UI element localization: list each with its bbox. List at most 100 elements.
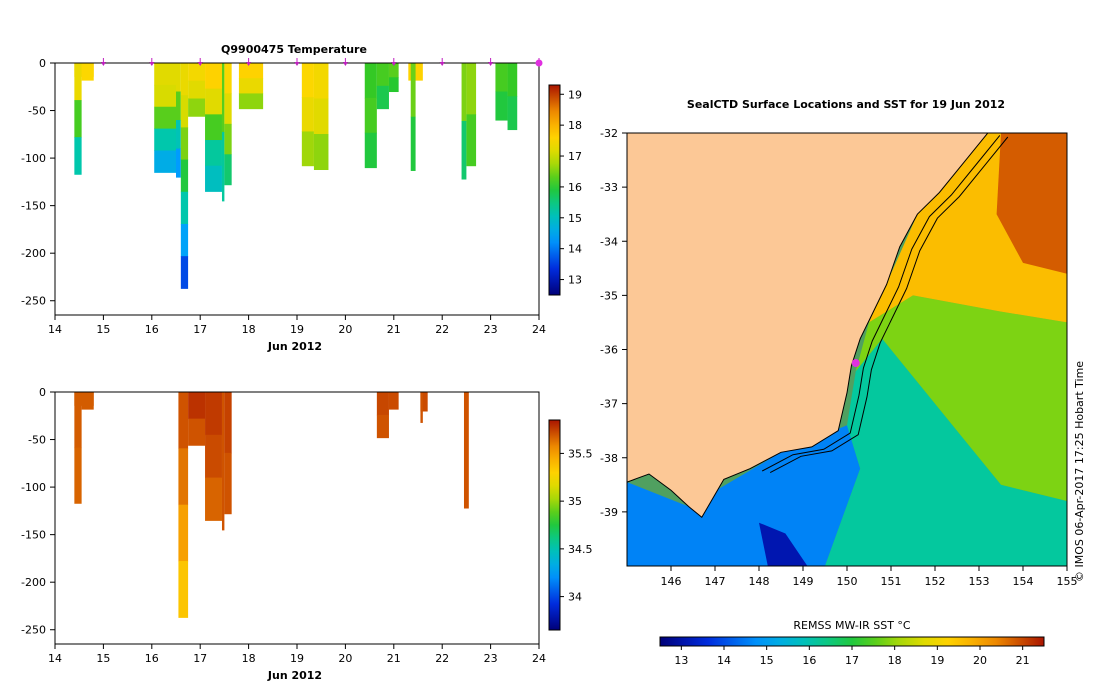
surfacing-markers [100,58,543,67]
x-tick-label: 24 [532,323,546,336]
lon-tick-label: 154 [1013,575,1034,588]
profile-cell [466,63,477,115]
lat-tick-label: -38 [600,452,618,465]
x-tick-label: 23 [484,652,498,665]
profile-cell [154,150,176,173]
profile-cell [238,93,264,110]
salinity-profiles [74,392,469,618]
lon-tick-label: 152 [925,575,946,588]
profile-cell [188,63,206,82]
sst-zone [627,425,861,566]
lon-tick-label: 151 [881,575,902,588]
x-tick-label: 17 [193,323,207,336]
lon-tick-label: 147 [705,575,726,588]
sst-colorbar-tick-label: 17 [845,654,859,667]
salinity-colorbar-ticks: 34 34.5 35 35.5 [560,447,593,604]
profile-cell [224,63,232,94]
profile-cell [301,97,314,132]
sst-colorbar [659,636,1045,647]
profile-cell [180,63,189,96]
profile-cell [495,63,508,93]
salinity-x-axis: 14 15 16 17 18 19 20 21 22 23 24 [48,644,546,665]
lat-tick-label: -37 [600,398,618,411]
lat-tick-label: -39 [600,506,618,519]
colorbar-tick-label: 35 [568,495,582,508]
colorbar-tick-label: 13 [568,274,582,287]
profile-cell [221,131,225,202]
profile-cell [176,148,181,178]
y-tick-label: -100 [21,481,46,494]
land-australia [627,133,989,519]
profile-cell [224,392,232,454]
y-tick-label: -100 [21,152,46,165]
sst-zone [825,338,1067,566]
y-tick-label: -150 [21,529,46,542]
profile-cell [205,114,222,141]
y-tick-label: -150 [21,200,46,213]
sst-colorbar-tick-label: 21 [1016,654,1030,667]
profile-cell [313,98,329,135]
x-tick-label: 17 [193,652,207,665]
lat-tick-label: -32 [600,127,618,140]
profile-cell [188,80,206,100]
profile-cell [74,63,82,101]
profile-cell [81,63,94,81]
temperature-y-axis: 0 -50 -100 -150 -200 -250 [21,57,55,308]
y-tick-label: -50 [28,434,46,447]
profile-cell [388,77,399,93]
profile-cell [388,63,399,78]
profile-cell [313,134,329,171]
profile-cell [466,114,477,167]
profile-cell [178,504,189,562]
x-tick-label: 23 [484,323,498,336]
y-tick-label: -250 [21,295,46,308]
x-tick-label: 24 [532,652,546,665]
sst-colorbar-tick-label: 19 [930,654,944,667]
surfacing-marker-head [246,62,252,66]
profile-cell [224,154,232,186]
temperature-colorbar-ticks: 13 14 15 16 17 18 19 [560,88,582,287]
lat-tick-label: -34 [600,235,618,248]
profile-cell [154,63,176,86]
lat-tick-label: -36 [600,344,618,357]
sst-colorbar-tick-label: 14 [717,654,731,667]
profile-cell [376,414,389,439]
profile-cell [188,392,206,420]
sst-colorbar-label: REMSS MW-IR SST °C [793,619,911,632]
profile-cell [178,392,189,449]
sst-zone [996,133,1067,274]
x-tick-label: 21 [387,652,401,665]
surfacing-marker-head [439,62,445,66]
sst-colorbar-tick-label: 18 [888,654,902,667]
profile-cell [154,84,176,108]
profile-cell [81,392,94,410]
y-tick-label: 0 [39,57,46,70]
current-position-marker [535,59,543,67]
profile-cell [180,256,189,289]
profile-cell [461,63,467,122]
profile-cell [178,448,189,506]
profile-cell [388,392,399,410]
surfacing-marker-head [149,62,155,66]
sst-map: SealCTD Surface Locations and SST for 19… [600,98,1077,667]
x-tick-label: 14 [48,652,62,665]
temperature-title: Q9900475 Temperature [221,43,367,56]
seal-location-marker [851,359,860,368]
x-tick-label: 16 [145,652,159,665]
lon-tick-label: 153 [969,575,990,588]
x-tick-label: 22 [435,652,449,665]
colorbar-tick-label: 16 [568,181,582,194]
sst-colorbar-ticks: 13 14 15 16 17 18 19 20 21 [674,646,1030,667]
sst-colorbar-tick-label: 15 [760,654,774,667]
map-longitude-axis: 146 147 148 149 150 151 152 153 154 155 [661,566,1078,588]
colorbar-tick-label: 17 [568,150,582,163]
profile-cell [301,131,314,167]
y-tick-label: 0 [39,386,46,399]
x-tick-label: 16 [145,323,159,336]
x-tick-label: 19 [290,652,304,665]
profile-cell [408,63,423,81]
x-tick-label: 15 [96,652,110,665]
salinity-plot: 14 15 16 17 18 19 20 21 22 23 24 0 -50 -100 -150 -200 -… [21,386,592,682]
profile-cell [176,120,181,150]
